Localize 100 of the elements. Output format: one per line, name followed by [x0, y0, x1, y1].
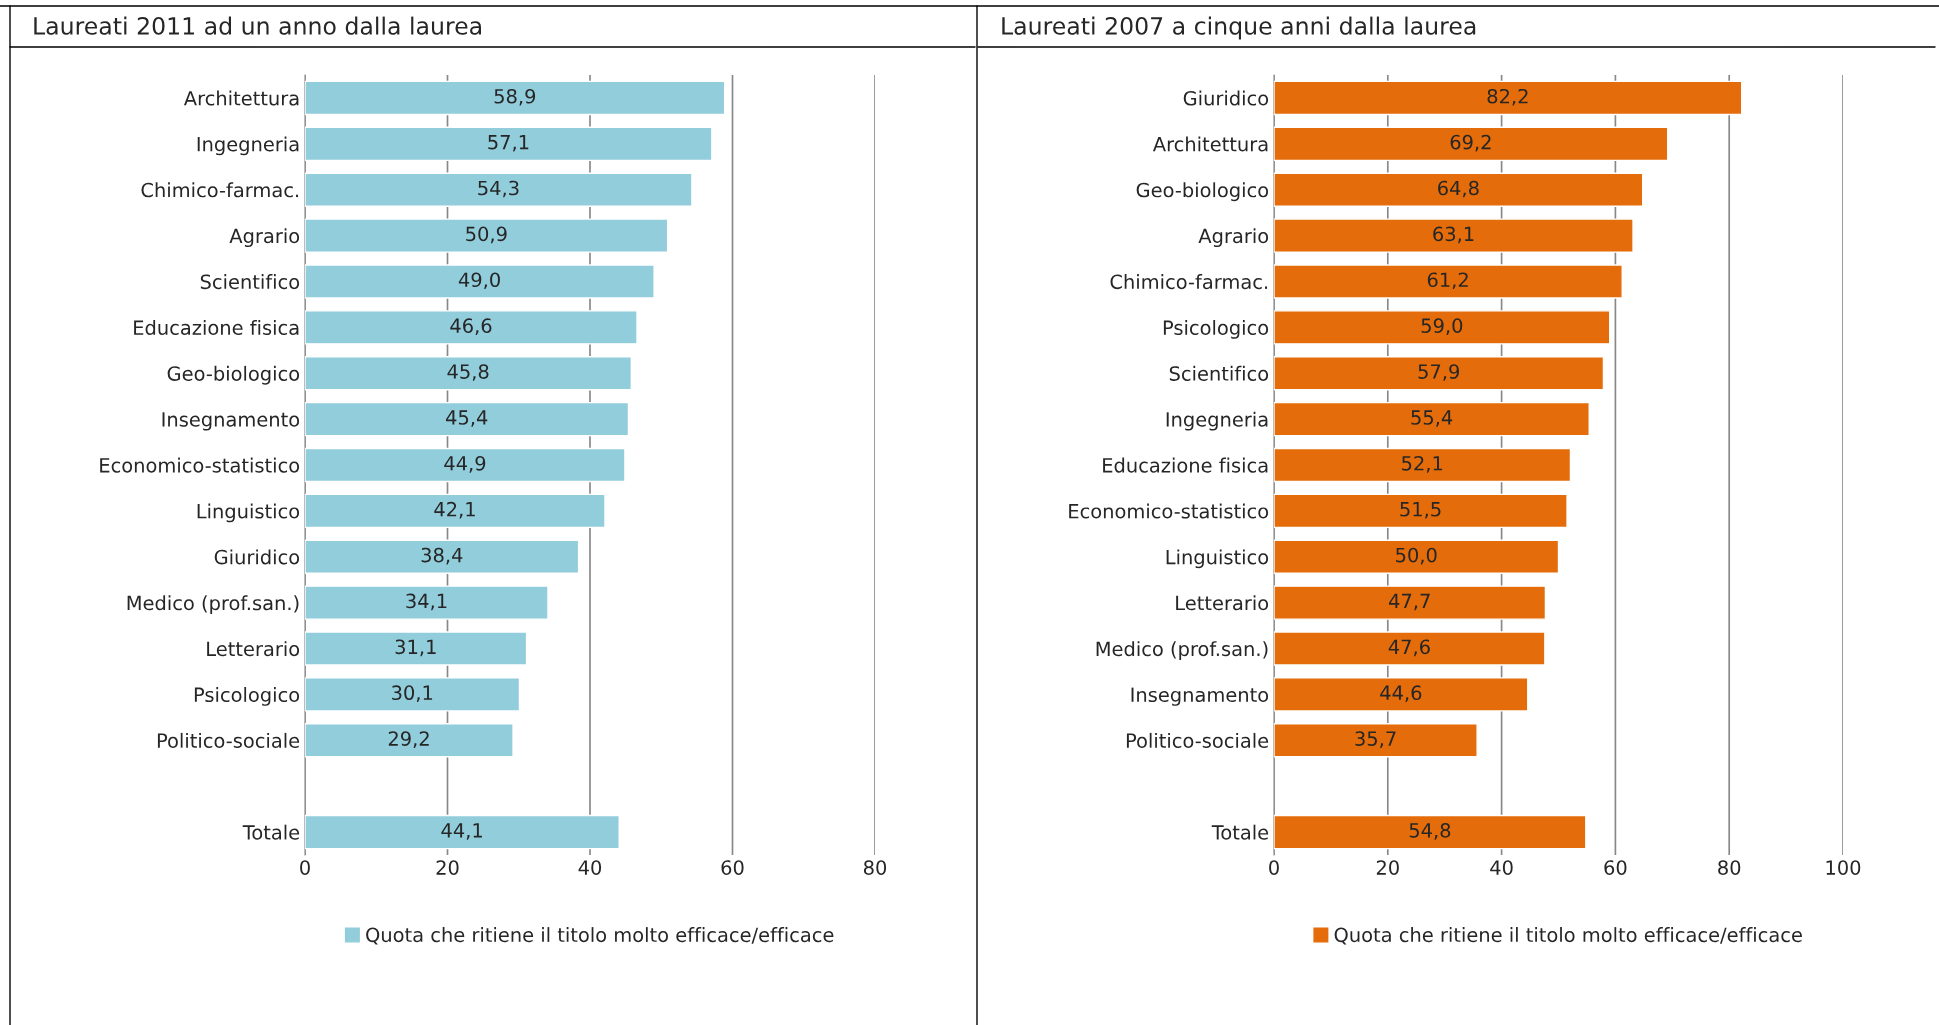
y-tick-label: Chimico-farmac.	[141, 182, 299, 198]
data-label: 30,1	[392, 685, 433, 703]
data-label: 47,6	[1388, 639, 1430, 657]
data-label: 49,0	[458, 272, 500, 290]
data-label: 31,1	[395, 639, 436, 657]
data-label: 45,4	[446, 410, 488, 427]
y-tick-label: Architettura	[1152, 136, 1268, 152]
data-label: 50,9	[466, 226, 507, 244]
x-tick-label: 80	[863, 860, 887, 875]
x-tick-label: 80	[1718, 860, 1741, 875]
bar	[1274, 356, 1605, 391]
bar	[305, 493, 606, 529]
y-tick-label: Chimico-farmac.	[1110, 274, 1268, 290]
y-tick-label: Economico-statistico	[100, 457, 300, 473]
y-tick-label: Psicologico	[1163, 319, 1269, 339]
data-label: 42,1	[434, 501, 475, 519]
bar	[1274, 814, 1587, 850]
bar	[1274, 80, 1743, 116]
x-tick-label: 60	[1604, 860, 1627, 875]
data-label: 54,8	[1409, 822, 1451, 840]
data-label: 29,2	[388, 731, 429, 748]
y-tick-label: Medico (prof.san.)	[127, 595, 299, 615]
y-tick-label: Letterario	[1176, 595, 1269, 611]
bar	[305, 631, 528, 666]
bar	[1274, 493, 1568, 529]
data-label: 50,0	[1396, 547, 1437, 565]
data-label: 57,1	[488, 135, 529, 152]
data-label: 38,4	[421, 547, 463, 565]
data-label: 57,9	[1418, 364, 1460, 381]
bar	[1274, 172, 1644, 207]
x-tick-label: 0	[300, 860, 310, 875]
data-label: 69,2	[1450, 134, 1491, 152]
data-label: 54,3	[478, 180, 519, 198]
bar	[1274, 631, 1546, 666]
y-tick-label: Economico-statistico	[1069, 503, 1269, 519]
y-tick-label: Geo-biologico	[1136, 182, 1269, 202]
data-label: 34,1	[406, 593, 447, 611]
y-tick-label: Educazione fisica	[1103, 457, 1268, 473]
y-tick-label: Totale	[1211, 824, 1269, 840]
y-tick-label: Geo-biologico	[167, 365, 300, 385]
y-tick-label: Linguistico	[197, 503, 300, 523]
y-tick-label: Scientifico	[200, 274, 300, 290]
data-label: 44,1	[441, 823, 482, 840]
bar	[1274, 264, 1623, 299]
data-label: 52,1	[1402, 455, 1443, 473]
data-label: 51,5	[1400, 502, 1441, 519]
bar	[305, 723, 514, 758]
data-label: 64,8	[1438, 180, 1479, 198]
y-tick-label: Agrario	[229, 228, 300, 248]
y-tick-label: Insegnamento	[1131, 687, 1269, 706]
bar	[305, 401, 630, 437]
bar	[305, 814, 620, 850]
y-tick-label: Ingegneria	[197, 136, 299, 156]
y-tick-label: Giuridico	[214, 549, 300, 565]
data-label: 63,1	[1433, 226, 1474, 244]
data-label: 46,6	[450, 318, 492, 335]
x-tick-label: 40	[1490, 860, 1513, 875]
bar	[1274, 723, 1478, 758]
bar	[305, 539, 580, 574]
data-label: 55,4	[1411, 410, 1453, 427]
x-tick-label: 0	[1269, 860, 1279, 875]
bar	[1274, 126, 1669, 162]
y-tick-label: Linguistico	[1166, 549, 1269, 569]
y-tick-label: Medico (prof.san.)	[1096, 641, 1268, 660]
y-tick-label: Letterario	[207, 641, 300, 657]
data-label: 44,9	[444, 455, 486, 473]
bar	[305, 172, 693, 207]
x-tick-label: 100	[1826, 860, 1861, 875]
y-tick-label: Psicologico	[194, 687, 300, 706]
y-tick-label: Politico-sociale	[1126, 732, 1269, 748]
x-tick-label: 60	[721, 860, 744, 875]
legend-label: Quota che ritiene il titolo molto efficace/efficace	[1334, 927, 1802, 945]
bar	[305, 447, 626, 483]
chart-title: Laureati 2011 ad un anno dalla laurea	[34, 16, 481, 35]
bar	[305, 585, 549, 620]
y-tick-label: Architettura	[183, 90, 299, 106]
data-label: 59,0	[1421, 318, 1463, 335]
y-tick-label: Insegnamento	[162, 412, 300, 431]
y-tick-label: Scientifico	[1169, 365, 1269, 381]
x-tick-label: 20	[436, 860, 459, 875]
data-label: 44,6	[1380, 685, 1422, 703]
chart-title: Laureati 2007 a cinque anni dalla laurea	[1002, 16, 1476, 40]
data-label: 47,7	[1389, 593, 1430, 611]
y-tick-label: Agrario	[1198, 228, 1269, 248]
bar	[1274, 310, 1611, 345]
bar	[305, 126, 713, 162]
bar	[1274, 585, 1547, 620]
bar	[305, 80, 726, 116]
data-label: 82,2	[1487, 88, 1528, 106]
bar	[1274, 447, 1572, 483]
bar	[1274, 677, 1529, 712]
y-tick-label: Ingegneria	[1166, 411, 1268, 431]
bar	[305, 677, 521, 712]
y-tick-label: Politico-sociale	[157, 732, 300, 748]
data-label: 45,8	[447, 364, 489, 381]
bar	[305, 264, 655, 299]
y-tick-label: Educazione fisica	[134, 319, 299, 336]
bar	[305, 356, 633, 391]
bar	[1274, 401, 1590, 437]
data-label: 35,7	[1355, 731, 1396, 748]
